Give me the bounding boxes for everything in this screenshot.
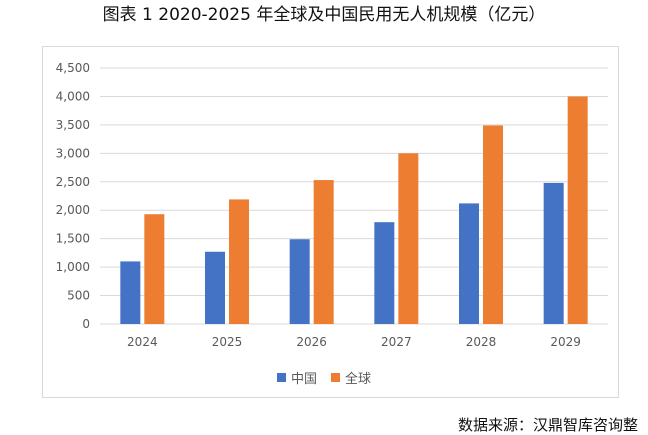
bar-global-2029 — [567, 96, 588, 324]
bar-global-2028 — [483, 125, 503, 324]
y-tick-label: 500 — [67, 289, 90, 303]
legend-label-global: 全球 — [345, 372, 372, 387]
y-tick-label: 4,000 — [56, 89, 90, 103]
y-tick-label: 3,500 — [56, 118, 90, 132]
legend-label-china: 中国 — [290, 372, 317, 387]
bar-china-2024 — [120, 261, 141, 324]
y-tick-label: 3,000 — [56, 146, 90, 160]
chart-title: 图表 1 2020-2025 年全球及中国民用无人机规模（亿元） — [102, 5, 546, 25]
legend-item-global[interactable]: 全球 — [331, 368, 371, 387]
y-tick-label: 2,000 — [56, 203, 90, 217]
x-tick-label: 2026 — [296, 335, 327, 349]
bar-china-2029 — [543, 182, 564, 324]
bar-china-2025 — [205, 251, 225, 324]
bar-china-2026 — [289, 239, 310, 324]
x-tick-label: 2024 — [127, 335, 158, 349]
legend-item-china[interactable]: 中国 — [276, 368, 317, 387]
x-tick-label: 2028 — [466, 335, 497, 349]
x-tick-label: 2029 — [550, 335, 581, 349]
bar-global-2025 — [229, 199, 249, 324]
bar-china-2027 — [374, 222, 395, 324]
bar-global-2024 — [144, 214, 165, 324]
y-tick-label: 0 — [82, 317, 90, 331]
y-tick-label: 2,500 — [56, 175, 90, 189]
legend: 中国 全球 — [0, 368, 648, 387]
bar-global-2027 — [398, 153, 419, 324]
legend-swatch-global — [331, 373, 340, 382]
bar-china-2028 — [459, 203, 479, 324]
x-tick-label: 2025 — [212, 335, 243, 349]
data-source-note: 数据来源：汉鼎智库咨询整 — [458, 416, 639, 434]
legend-swatch-china — [276, 373, 286, 382]
bar-global-2026 — [313, 180, 334, 324]
x-tick-label: 2027 — [381, 335, 412, 349]
y-tick-label: 4,500 — [56, 61, 90, 75]
y-tick-label: 1,000 — [56, 260, 90, 274]
y-tick-label: 1,500 — [56, 232, 90, 246]
